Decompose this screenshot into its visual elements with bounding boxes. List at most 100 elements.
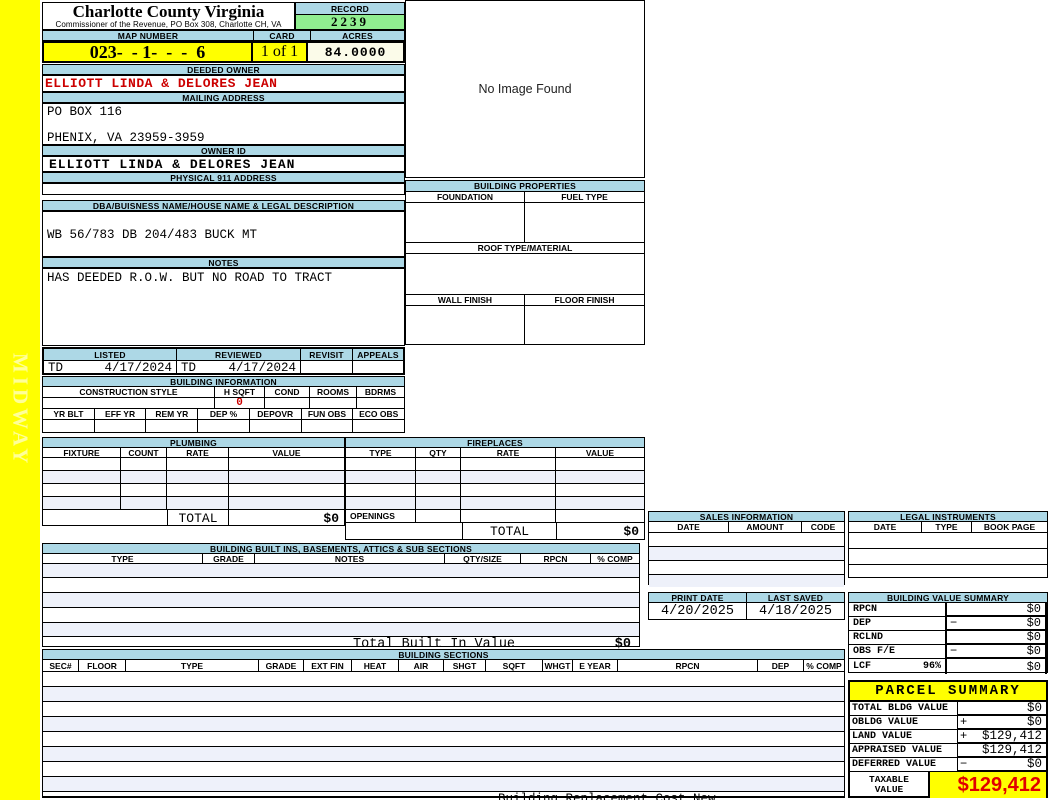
bdrms-value [357,398,404,408]
building-value-summary: BUILDING VALUE SUMMARY RPCN $0 DEP − $0 [848,592,1048,674]
sec-comp-header: % COMP [804,660,844,671]
taxable-label: TAXABLE VALUE [850,772,930,798]
record-value: 2239 [295,14,405,30]
bins-rpcn-header: RPCN [521,554,591,564]
fireplaces-title: FIREPLACES [346,438,644,448]
wall-finish-label: WALL FINISH [406,295,525,305]
dep-op: − [950,616,958,630]
rclnd-label: RCLND [853,632,884,643]
foundation-label: FOUNDATION [406,192,525,202]
plumbing-row [43,471,344,484]
building-sections-row [43,687,844,702]
revisit-header: REVISIT [301,349,353,360]
building-sections-table: BUILDING SECTIONS SEC# FLOOR TYPE GRADE … [42,649,845,800]
building-info-table: BUILDING INFORMATION CONSTRUCTION STYLE … [42,376,405,433]
bdrms-header: BDRMS [357,387,404,397]
built-ins-header-row: TYPE GRADE NOTES QTY/SIZE RPCN % COMP [43,554,639,564]
wall-floor-header-row: WALL FINISH FLOOR FINISH [406,295,644,306]
wall-finish-value [406,306,525,345]
sales-header-row: DATE AMOUNT CODE [649,522,844,533]
built-ins-row [43,593,639,608]
review-table: LISTED REVIEWED REVISIT APPEALS TD 4/17/… [42,347,405,375]
plumbing-row [43,484,344,497]
count-header: COUNT [121,448,167,458]
deferred-row: DEFERRED VALUE − $0 [850,757,1046,772]
remyr-header: REM YR [146,409,199,419]
listed-value: TD 4/17/2024 [44,361,177,375]
floor-finish-label: FLOOR FINISH [525,295,644,305]
sec-shgt-header: SHGT [444,660,486,671]
deferred-label: DEFERRED VALUE [850,758,958,772]
district-label-wrap: MIDWAY [0,335,40,485]
rooms-header: ROOMS [310,387,357,397]
sales-row [649,575,844,587]
dep-label: DEP [853,618,872,629]
taxable-label-line2: VALUE [874,784,904,795]
map-value-row: 023- - 1- - - 6 1 of 1 84.0000 [42,41,405,63]
sales-info-title: SALES INFORMATION [649,512,844,522]
sec-eyear-header: E YEAR [573,660,618,671]
bins-grade-header: GRADE [203,554,255,564]
sec-grade-header: GRADE [259,660,304,671]
ecoobs-header: ECO OBS [353,409,405,419]
fuel-type-value [525,203,644,242]
building-sections-row [43,777,844,792]
bins-type-header: TYPE [43,554,203,564]
plumbing-table: PLUMBING FIXTURE COUNT RATE VALUE TOTAL … [42,437,345,526]
obs-value: $0 [1026,644,1041,658]
fp-type-header: TYPE [346,448,416,458]
map-header-row: MAP NUMBER CARD ACRES [42,30,405,41]
deeded-owner-value: ELLIOTT LINDA & DELORES JEAN [42,75,405,92]
print-header-row: PRINT DATE LAST SAVED [649,593,844,603]
appraised-row: APPRAISED VALUE $129,412 [850,743,1046,758]
sec-sqft-header: SQFT [486,660,543,671]
map-number-label: MAP NUMBER [42,30,253,41]
record-label: RECORD [295,2,405,15]
plumbing-row [43,458,344,471]
deeded-owner-label: DEEDED OWNER [42,64,405,75]
acres-value: 84.0000 [308,43,403,61]
plumbing-total-row: TOTAL $0 [43,510,344,526]
county-title: Charlotte County Virginia [72,2,265,21]
hsqft-header: H SQFT [215,387,265,397]
fireplaces-total-label: TOTAL [462,523,557,539]
card-value: 1 of 1 [253,43,308,61]
fireplaces-row [346,484,644,497]
building-sections-row [43,717,844,732]
rpcn-value: $0 [1026,602,1041,616]
physical-address-value [42,183,405,195]
yrblt-header: YR BLT [43,409,95,419]
built-ins-title: BUILDING BUILT INS, BASEMENTS, ATTICS & … [43,544,639,554]
building-properties-table: BUILDING PROPERTIES FOUNDATION FUEL TYPE… [405,180,645,345]
building-value-summary-title: BUILDING VALUE SUMMARY [849,593,1047,603]
built-ins-total-value: $0 [614,636,631,652]
legal-instruments-title: LEGAL INSTRUMENTS [849,512,1047,522]
plumbing-header-row: FIXTURE COUNT RATE VALUE [43,448,344,458]
depovr-header: DEPOVR [249,409,302,419]
rclnd-row: RCLND $0 [849,630,1047,645]
built-ins-total-label: Total Built In Value [353,636,516,652]
plumbing-title: PLUMBING [43,438,344,448]
fp-qty-header: QTY [416,448,461,458]
land-value-label: LAND VALUE [850,730,958,744]
lcf-label: LCF [853,661,872,672]
sales-row [649,547,844,561]
sales-row [649,533,844,547]
roof-type-label: ROOF TYPE/MATERIAL [406,243,644,254]
built-ins-total-row: Total Built In Value $0 [43,636,639,652]
legal-row [849,565,1047,579]
sec-extfin-header: EXT FIN [304,660,352,671]
fireplaces-header-row: TYPE QTY RATE VALUE [346,448,644,458]
sales-info-table: SALES INFORMATION DATE AMOUNT CODE [648,511,845,587]
dep-value: $0 [1026,616,1041,630]
fireplaces-openings-row: OPENINGS [346,510,644,523]
obs-label: OBS F/E [853,646,896,657]
fp-rate-header: RATE [461,448,556,458]
print-date-value: 4/20/2025 [649,603,747,619]
notes-label: NOTES [42,257,405,268]
foundation-fuel-values [406,203,644,243]
total-bldg-row: TOTAL BLDG VALUE $0 [850,701,1046,716]
lcf-value: $0 [1026,659,1041,674]
legal-type-header: TYPE [922,522,972,532]
effyr-header: EFF YR [94,409,147,419]
